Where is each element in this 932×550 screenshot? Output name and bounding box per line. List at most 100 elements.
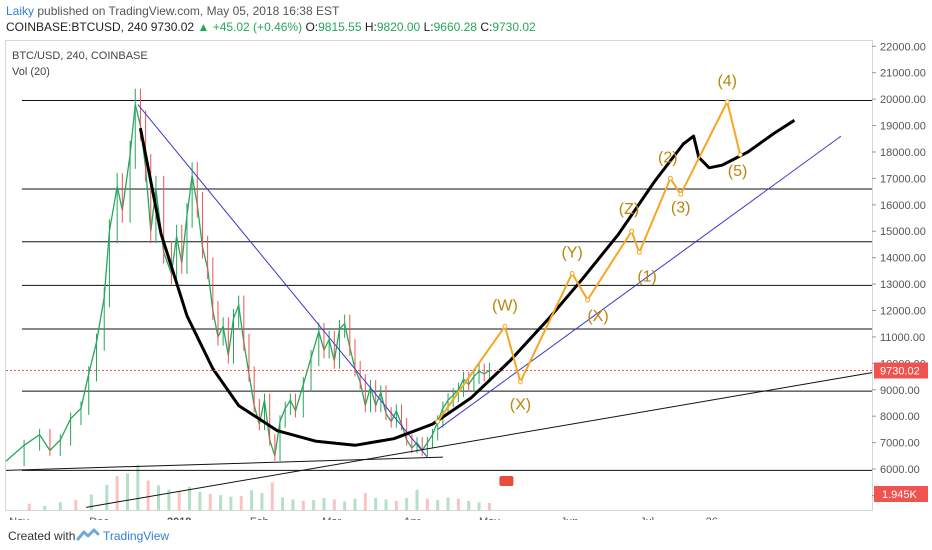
volume-bar: [27, 503, 31, 510]
close-label: C:: [480, 20, 493, 34]
high-label: H:: [364, 20, 377, 34]
price-layer: [5, 88, 490, 467]
volume-bar: [198, 491, 202, 510]
volume-bar: [239, 495, 243, 510]
time-axis-label: Feb: [250, 516, 269, 520]
volume-bar: [415, 489, 419, 510]
price-axis-label: 12000.00: [880, 306, 926, 318]
wave-label: (3): [671, 200, 691, 217]
volume-bar: [374, 498, 378, 510]
volume-bar: [229, 496, 233, 510]
time-axis-label: 26: [706, 516, 718, 520]
trendline: [137, 104, 428, 458]
tradingview-logo-icon[interactable]: [76, 527, 100, 543]
price-axis-label: 14000.00: [880, 253, 926, 265]
volume-bar: [219, 495, 223, 510]
volume-bar: [157, 485, 161, 510]
wave-label: (Z): [619, 201, 639, 218]
high-value: 9820.00: [376, 20, 421, 34]
current-price-tag: [874, 362, 928, 379]
volume-bar: [188, 486, 192, 510]
time-axis-label: Jul: [640, 516, 654, 520]
price-axis-label: 13000.00: [880, 279, 926, 291]
volume-bar: [312, 500, 316, 510]
volume-bar: [105, 484, 109, 510]
wave-point: [502, 323, 508, 329]
close-value: 9730.02: [492, 20, 536, 34]
up-triangle-icon: ▲: [197, 20, 210, 34]
volume-bar: [384, 499, 388, 510]
wave-label: (Y): [561, 245, 582, 262]
volume-bar: [115, 476, 119, 510]
volume-bar: [74, 500, 78, 510]
trendline: [5, 456, 443, 471]
volume-bar: [250, 490, 254, 510]
price-axis-label: 19000.00: [880, 121, 926, 133]
time-axis-label: Nov: [9, 516, 29, 520]
time-axis-label: May: [479, 516, 500, 520]
wave-layer: (W) (X) (Y) (X) (Z) (1) (2) (3) (4) (5): [435, 73, 748, 424]
price-axis-label: 21000.00: [880, 68, 926, 80]
volume-bar: [322, 498, 326, 510]
price-change: +45.02 (+0.46%): [212, 20, 303, 34]
volume-bar: [167, 489, 171, 510]
volume-bar: [58, 502, 62, 510]
publish-header: Laiky published on TradingView.com, May …: [0, 0, 932, 40]
chart-frame[interactable]: [5, 40, 873, 511]
wave-label: (1): [637, 268, 657, 285]
volume-bar: [467, 500, 471, 510]
volume-bar: [270, 482, 274, 510]
volume-bar: [343, 501, 347, 510]
volume-bar: [208, 493, 212, 510]
volume-bar: [146, 480, 150, 510]
volume-bar: [43, 505, 47, 510]
wave-label: (4): [717, 73, 737, 90]
wave-point: [585, 297, 591, 303]
wave-point: [724, 99, 730, 105]
legend-volume: Vol (20): [12, 66, 50, 78]
price-axis-label: 11000.00: [880, 332, 925, 344]
legend-title: BTC/USD, 240, COINBASE: [12, 50, 148, 62]
wave-point: [636, 249, 642, 255]
open-value: 9815.55: [318, 20, 362, 34]
axes-layer: 22000.00 21000.00 20000.00 19000.00 18000.00…: [9, 41, 926, 520]
price-axis-label: 6000.00: [880, 464, 920, 476]
volume-bar: [291, 499, 295, 510]
current-price-tag-label: 9730.02: [880, 365, 920, 377]
wave-point: [737, 152, 743, 158]
price-axis-label: 8000.00: [880, 411, 920, 423]
wave-label: (2): [658, 150, 678, 167]
trendlines-layer: [5, 104, 873, 508]
published-text: published on TradingView.com, May 05, 20…: [37, 4, 340, 18]
symbol-quote-line: COINBASE:BTCUSD, 240 9730.02 ▲ +45.02 (+…: [6, 20, 536, 34]
wave-label: (5): [728, 163, 748, 180]
low-value: 9660.28: [433, 20, 477, 34]
volume-bar: [125, 473, 129, 510]
volume-bar: [477, 502, 481, 510]
volume-bar: [136, 465, 140, 510]
volume-tag: [874, 486, 928, 502]
volume-bar: [332, 499, 336, 510]
price-chart[interactable]: (W)(X)(Y)(X)(Z)(1)(2)(3)(4)(5) 22000.002…: [0, 0, 932, 520]
publish-line: Laiky published on TradingView.com, May …: [6, 4, 339, 18]
volume-bar: [405, 498, 409, 510]
cup-curve-layer: [138, 119, 796, 447]
created-with-text: Created with: [8, 529, 76, 543]
volume-bar: [363, 493, 367, 510]
price-axis-label: 17000.00: [880, 173, 926, 185]
last-price: 9730.02: [150, 20, 195, 34]
price-axis-label: 22000.00: [880, 41, 926, 53]
volume-bar: [394, 500, 398, 510]
tradingview-brand[interactable]: TradingView: [103, 529, 170, 543]
time-axis-label: Jun: [561, 516, 579, 520]
author-link[interactable]: Laiky: [6, 4, 35, 18]
time-axis-label: Dec: [89, 516, 109, 520]
volume-bar: [436, 500, 440, 510]
wave-point: [678, 191, 684, 197]
wave-point: [629, 228, 635, 234]
price-axis-label: 7000.00: [880, 438, 920, 450]
event-flag-icon: [499, 476, 514, 486]
open-label: O:: [305, 20, 319, 34]
price-axis-label: 15000.00: [880, 226, 926, 238]
volume-bar: [487, 502, 491, 510]
